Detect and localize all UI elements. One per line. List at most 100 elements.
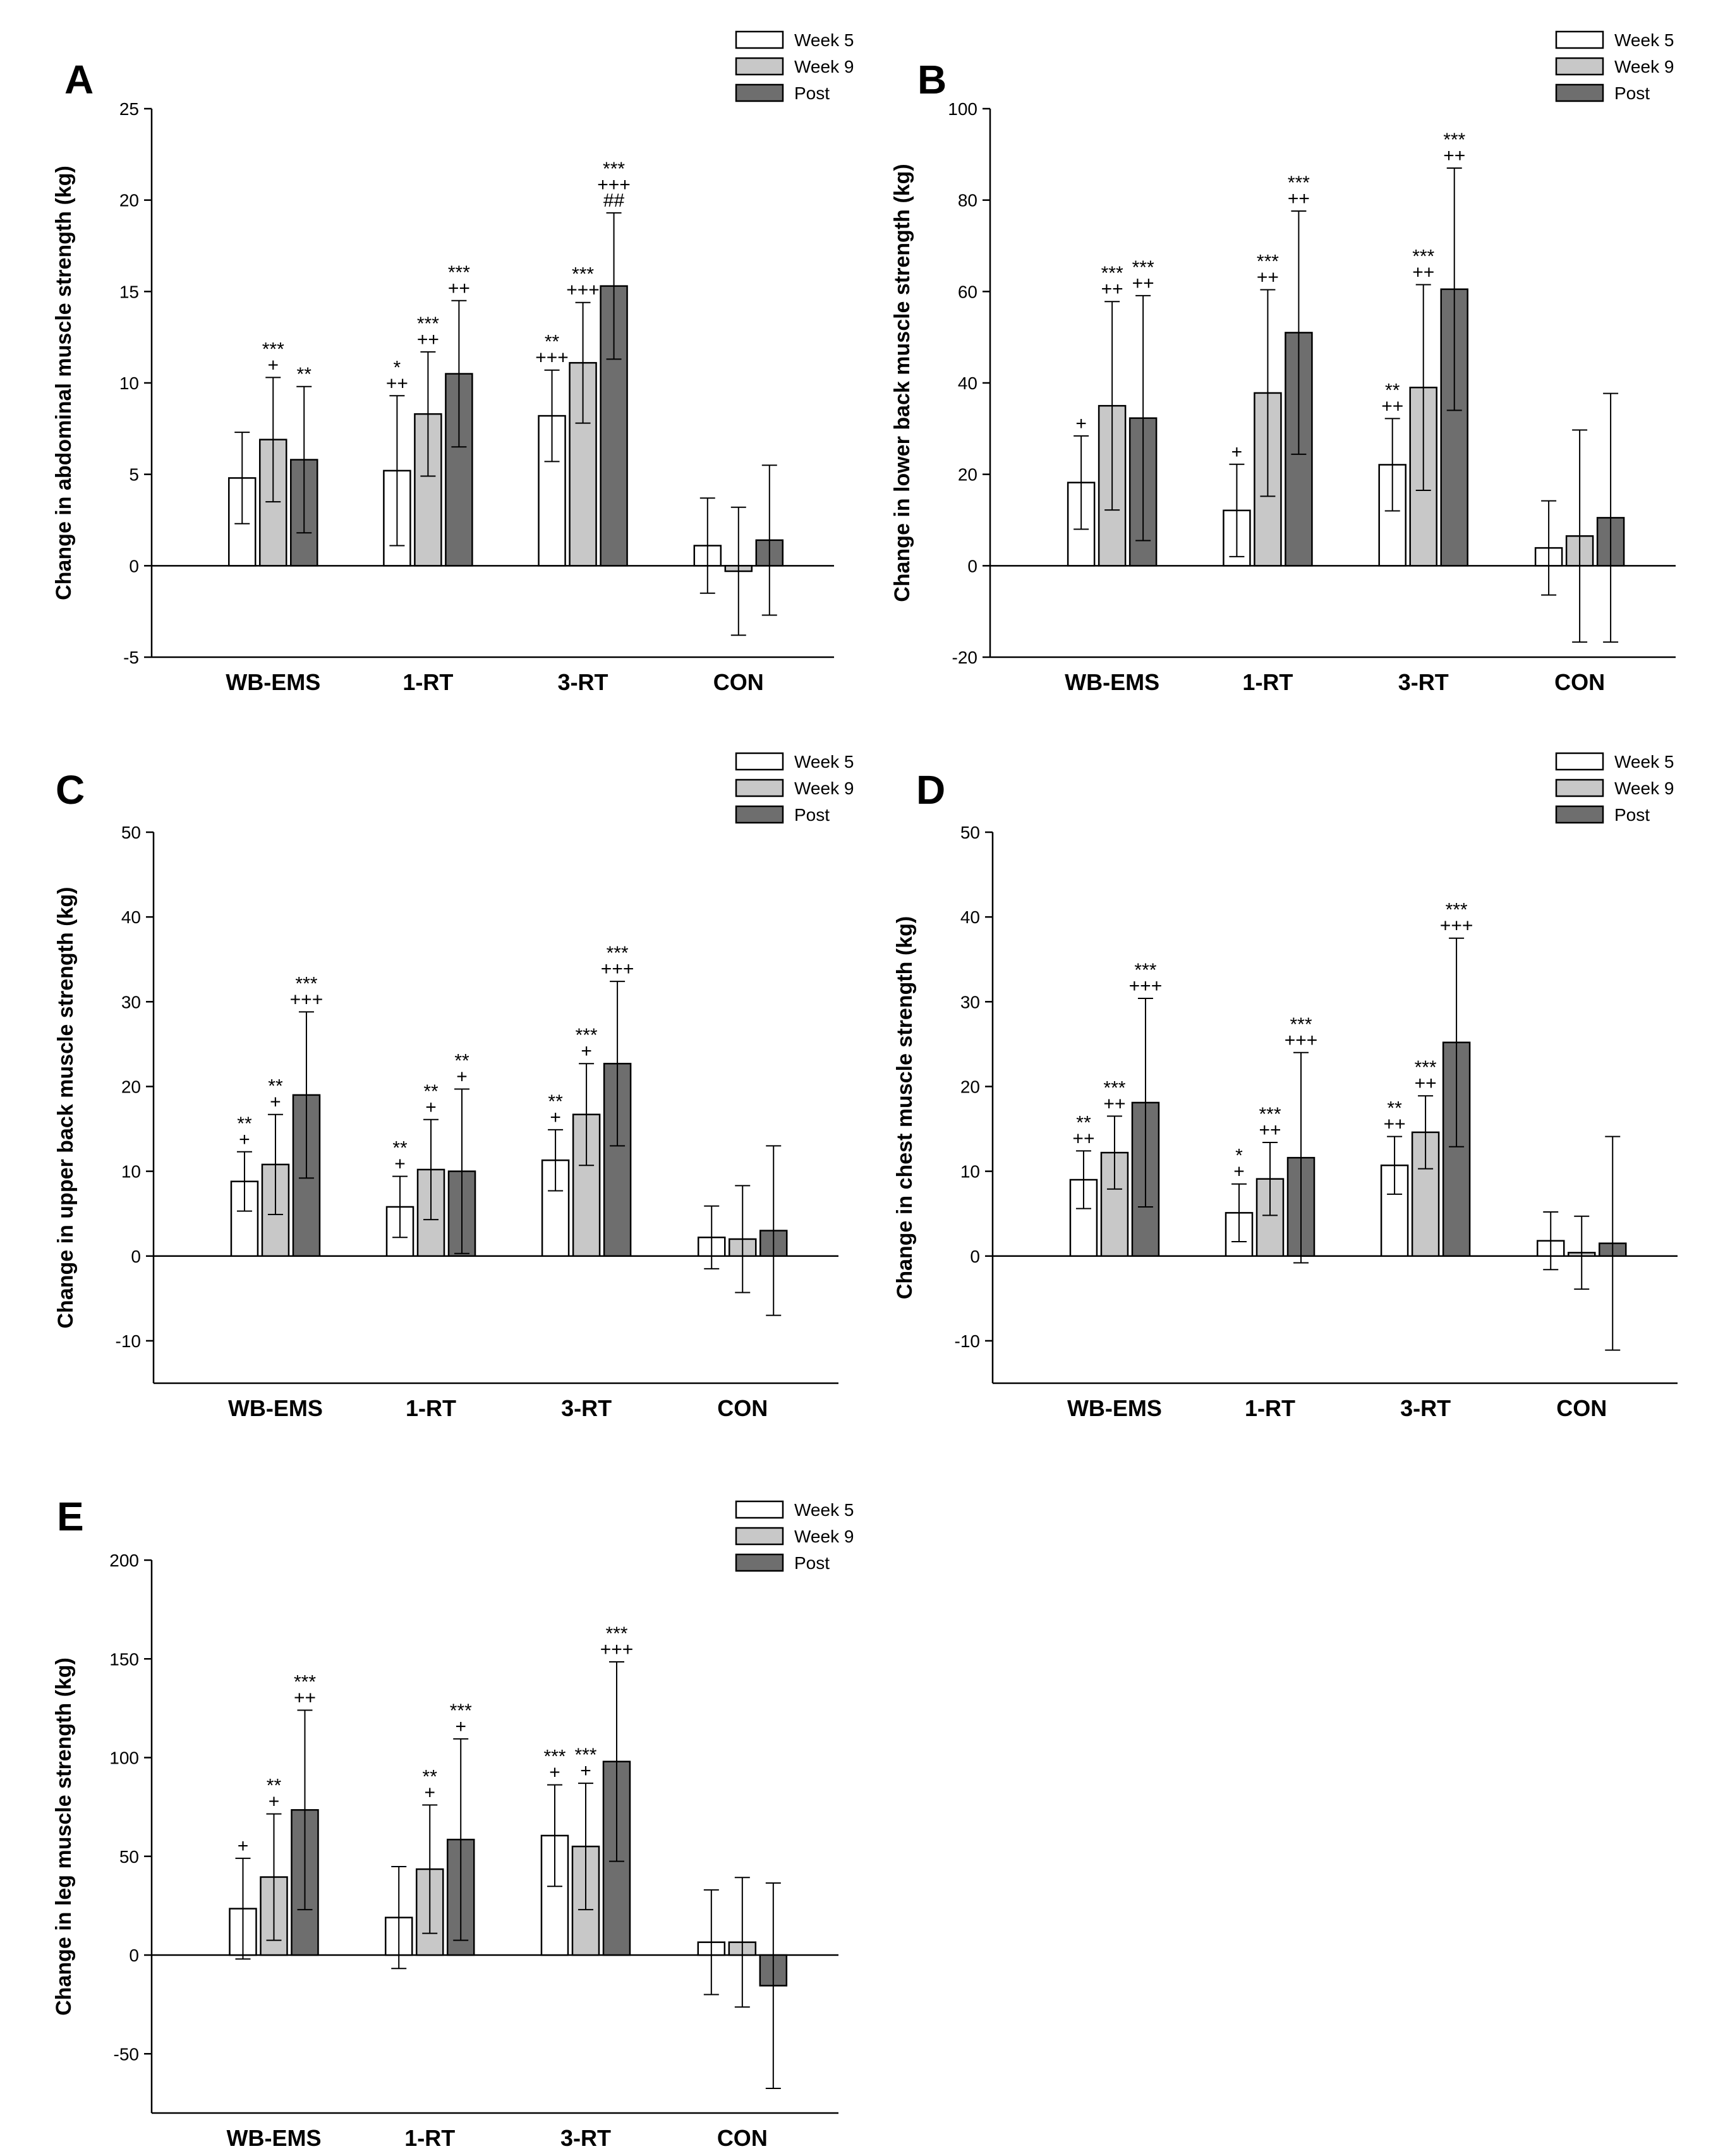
- legend-label: Week 9: [1614, 778, 1674, 798]
- category-label: 1-RT: [406, 1395, 456, 1421]
- panel-letter: A: [64, 57, 94, 102]
- category-label: CON: [1556, 1395, 1607, 1421]
- category-label: WB-EMS: [228, 1395, 323, 1421]
- y-tick-label: 80: [958, 191, 977, 210]
- y-tick-label: 60: [958, 282, 977, 301]
- significance-label: +: [238, 1836, 249, 1856]
- legend-label: Week 5: [794, 30, 854, 50]
- significance-label: ** +: [267, 1776, 282, 1812]
- significance-label: ** +: [423, 1081, 439, 1118]
- significance-label: ** +: [237, 1113, 252, 1150]
- significance-label: *** ++: [448, 262, 470, 299]
- legend-swatch: [735, 752, 784, 771]
- significance-label: *** +++: [1285, 1014, 1318, 1051]
- y-axis-label: Change in chest muscle strength (kg): [893, 916, 917, 1299]
- category-label: 3-RT: [560, 2125, 611, 2151]
- significance-label: *** +: [576, 1025, 598, 1062]
- y-tick-label: 20: [119, 191, 139, 210]
- significance-label: ** ++: [1072, 1112, 1094, 1149]
- y-tick-label: 10: [121, 1162, 141, 1182]
- significance-label: *** ++: [1415, 1057, 1437, 1094]
- legend-label: Post: [794, 83, 830, 103]
- panel-letter: B: [917, 57, 947, 102]
- significance-label: ** +: [268, 1076, 283, 1113]
- significance-label: *** +++: [1440, 900, 1473, 936]
- legend-swatch: [735, 30, 784, 49]
- category-label: 1-RT: [404, 2125, 455, 2151]
- category-label: CON: [1554, 669, 1605, 695]
- legend-label: Week 5: [1614, 752, 1674, 772]
- significance-label: ** +++: [535, 332, 569, 368]
- category-label: WB-EMS: [1067, 1395, 1162, 1421]
- category-label: CON: [717, 2125, 768, 2151]
- legend-label: Post: [794, 805, 830, 825]
- y-tick-label: 0: [129, 1946, 139, 1965]
- legend-label: Week 5: [794, 1500, 854, 1520]
- significance-label: +: [1231, 442, 1243, 463]
- y-tick-label: 15: [119, 282, 139, 301]
- significance-label: *** +: [543, 1747, 566, 1783]
- legend-label: Post: [794, 1553, 830, 1573]
- legend-swatch: [735, 778, 784, 797]
- bar: [538, 415, 566, 567]
- y-axis-label: Change in upper back muscle strength (kg…: [54, 887, 78, 1328]
- panel-c: C -10 0 10 20 30 40 50 Change in upper back musc…: [54, 752, 854, 1421]
- y-axis-label: Change in abdominal muscle strength (kg): [52, 166, 76, 600]
- category-label: 1-RT: [1242, 669, 1293, 695]
- significance-label: ** +: [392, 1138, 408, 1175]
- significance-label: *** +++: [600, 1623, 634, 1660]
- category-label: 3-RT: [558, 669, 608, 695]
- bar: [569, 361, 597, 567]
- significance-label: *** ++: [1101, 263, 1123, 300]
- y-axis-label: Change in leg muscle strength (kg): [52, 1657, 76, 2016]
- legend-swatch: [1555, 83, 1604, 102]
- legend-label: Post: [1614, 83, 1650, 103]
- y-tick-label: 30: [960, 992, 980, 1012]
- significance-label: *** ++: [1412, 246, 1434, 282]
- legend-swatch: [735, 1527, 784, 1546]
- y-axis-label: Change in lower back muscle strength (kg…: [890, 164, 914, 602]
- significance-label: *** +: [450, 1700, 472, 1737]
- significance-label: **: [297, 364, 312, 385]
- y-tick-label: 0: [967, 556, 977, 576]
- category-label: CON: [713, 669, 764, 695]
- significance-label: *** +++: [290, 973, 324, 1010]
- y-tick-label: -50: [114, 2044, 139, 2064]
- legend-swatch: [1555, 752, 1604, 771]
- legend-label: Week 5: [1614, 30, 1674, 50]
- y-tick-label: 20: [960, 1077, 980, 1096]
- y-tick-label: 40: [121, 907, 141, 927]
- significance-label: *** ++: [1259, 1104, 1281, 1141]
- significance-label: ** +: [454, 1050, 469, 1087]
- y-tick-label: 20: [121, 1077, 141, 1096]
- significance-label: *** +: [262, 339, 284, 375]
- y-tick-label: 200: [109, 1551, 139, 1570]
- category-label: WB-EMS: [226, 2125, 321, 2151]
- legend-swatch: [735, 805, 784, 824]
- y-tick-label: -20: [952, 648, 977, 667]
- y-tick-label: 0: [970, 1247, 980, 1266]
- y-tick-label: 50: [121, 823, 141, 842]
- category-label: 3-RT: [561, 1395, 612, 1421]
- y-tick-label: 150: [109, 1649, 139, 1669]
- legend-label: Week 5: [794, 752, 854, 772]
- significance-label: *** ++: [1103, 1077, 1125, 1114]
- y-tick-label: 40: [960, 907, 980, 927]
- significance-label: *** ++: [294, 1672, 316, 1709]
- y-tick-label: -5: [123, 648, 139, 667]
- legend-label: Week 9: [794, 1527, 854, 1546]
- significance-label: *** +++: [566, 264, 600, 301]
- category-label: 1-RT: [1245, 1395, 1295, 1421]
- panel-d: D -10 0 10 20 30 40 50 Change in chest muscle st…: [893, 752, 1678, 1421]
- significance-label: *** ++: [1132, 257, 1154, 294]
- significance-label: *** +: [574, 1745, 596, 1781]
- y-tick-label: 0: [131, 1247, 141, 1266]
- legend-swatch: [735, 1553, 784, 1572]
- panel-letter: D: [916, 767, 945, 813]
- significance-label: *** +++: [601, 943, 634, 979]
- legend-swatch: [735, 57, 784, 76]
- panel-letter: C: [56, 767, 85, 813]
- y-tick-label: 100: [948, 99, 977, 119]
- significance-label: *** ++: [1288, 173, 1310, 209]
